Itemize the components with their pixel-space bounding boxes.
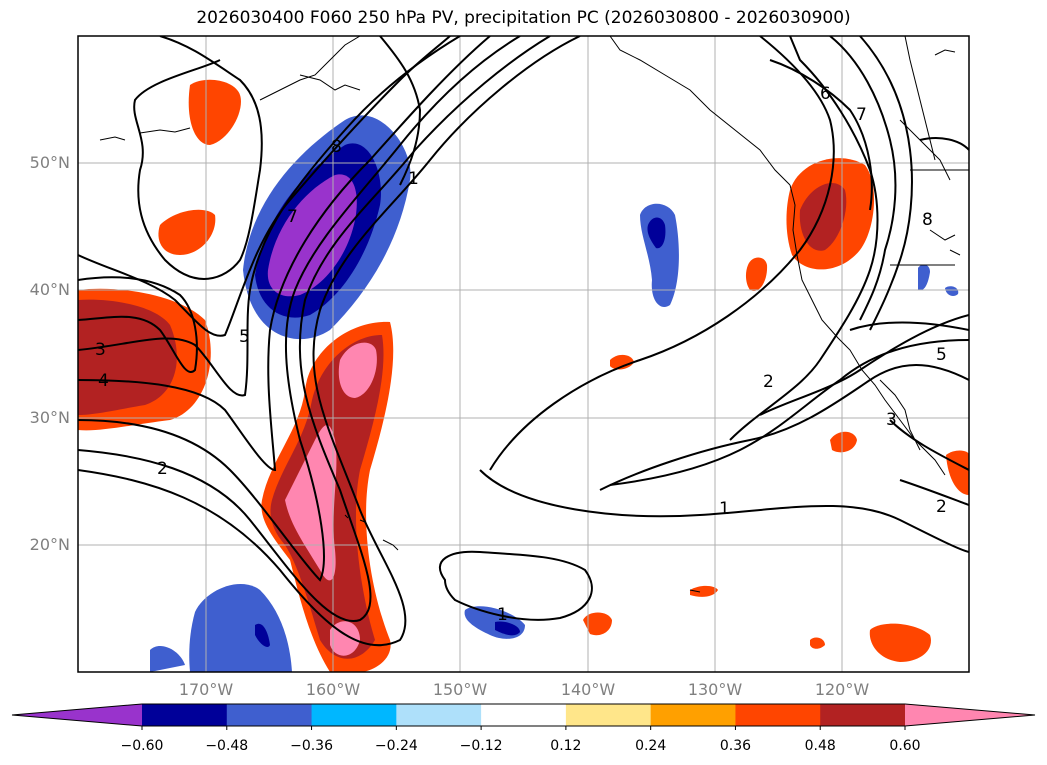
colorbar-tick-label: −0.48 bbox=[205, 738, 249, 754]
colorbar-bin bbox=[820, 704, 906, 726]
colorbar-tick-label: 0.36 bbox=[719, 738, 752, 754]
lon-label-170w: 170°W bbox=[178, 680, 234, 699]
colorbar-extend-high bbox=[905, 704, 1035, 726]
colorbar-tick-label: 0.60 bbox=[889, 738, 921, 754]
svg-text:8: 8 bbox=[922, 210, 933, 230]
contour-labels: 2 3 4 5 7 8 6 7 1 2 5 3 1 2 1 8 bbox=[95, 84, 947, 625]
colorbar-extend-low bbox=[12, 704, 142, 726]
lat-label-40: 40°N bbox=[29, 280, 70, 299]
colorbar-tick-label: 0.48 bbox=[804, 738, 836, 754]
lat-label-50: 50°N bbox=[29, 153, 70, 172]
lon-label-130w: 130°W bbox=[687, 680, 743, 699]
svg-text:1: 1 bbox=[497, 605, 508, 625]
graticule bbox=[78, 36, 969, 672]
coastlines bbox=[99, 36, 969, 593]
map-title: 2026030400 F060 250 hPa PV, precipitatio… bbox=[196, 8, 851, 28]
colorbar-tick-label: 0.12 bbox=[550, 738, 582, 754]
colorbar-tick-label: −0.24 bbox=[374, 738, 418, 754]
lon-label-120w: 120°W bbox=[814, 680, 870, 699]
svg-text:2: 2 bbox=[936, 497, 947, 517]
lon-label-150w: 150°W bbox=[432, 680, 488, 699]
svg-text:2: 2 bbox=[763, 372, 774, 392]
colorbar-bin bbox=[311, 704, 397, 726]
colorbar-tick-label: 0.24 bbox=[635, 738, 667, 754]
lon-label-160w: 160°W bbox=[305, 680, 361, 699]
colorbar-bin bbox=[142, 704, 228, 726]
colorbar-tick-label: −0.36 bbox=[290, 738, 333, 754]
svg-text:6: 6 bbox=[820, 84, 831, 104]
pv-contours bbox=[78, 36, 969, 647]
svg-text:3: 3 bbox=[95, 340, 106, 360]
colorbar-bin bbox=[565, 704, 652, 726]
svg-text:5: 5 bbox=[936, 345, 947, 365]
lon-label-140w: 140°W bbox=[560, 680, 616, 699]
svg-text:3: 3 bbox=[886, 410, 897, 430]
svg-text:1: 1 bbox=[719, 499, 730, 519]
svg-text:7: 7 bbox=[287, 207, 298, 227]
svg-text:8: 8 bbox=[331, 137, 342, 157]
colorbar-tick-label: −0.12 bbox=[459, 738, 503, 754]
lat-label-20: 20°N bbox=[29, 535, 70, 554]
svg-text:2: 2 bbox=[157, 459, 168, 479]
svg-text:5: 5 bbox=[239, 327, 250, 347]
svg-text:1: 1 bbox=[408, 169, 419, 189]
colorbar-bin bbox=[735, 704, 821, 726]
colorbar-bin bbox=[396, 704, 482, 726]
svg-text:4: 4 bbox=[98, 371, 109, 391]
colorbar-bin bbox=[226, 704, 313, 726]
lat-label-30: 30°N bbox=[29, 408, 70, 427]
colorbar-tick-label: −0.60 bbox=[120, 738, 164, 754]
colorbar-bin bbox=[481, 704, 567, 726]
colorbar bbox=[11, 703, 1036, 730]
precip-field bbox=[78, 79, 969, 672]
svg-text:7: 7 bbox=[856, 105, 867, 125]
colorbar-bin bbox=[650, 704, 736, 726]
